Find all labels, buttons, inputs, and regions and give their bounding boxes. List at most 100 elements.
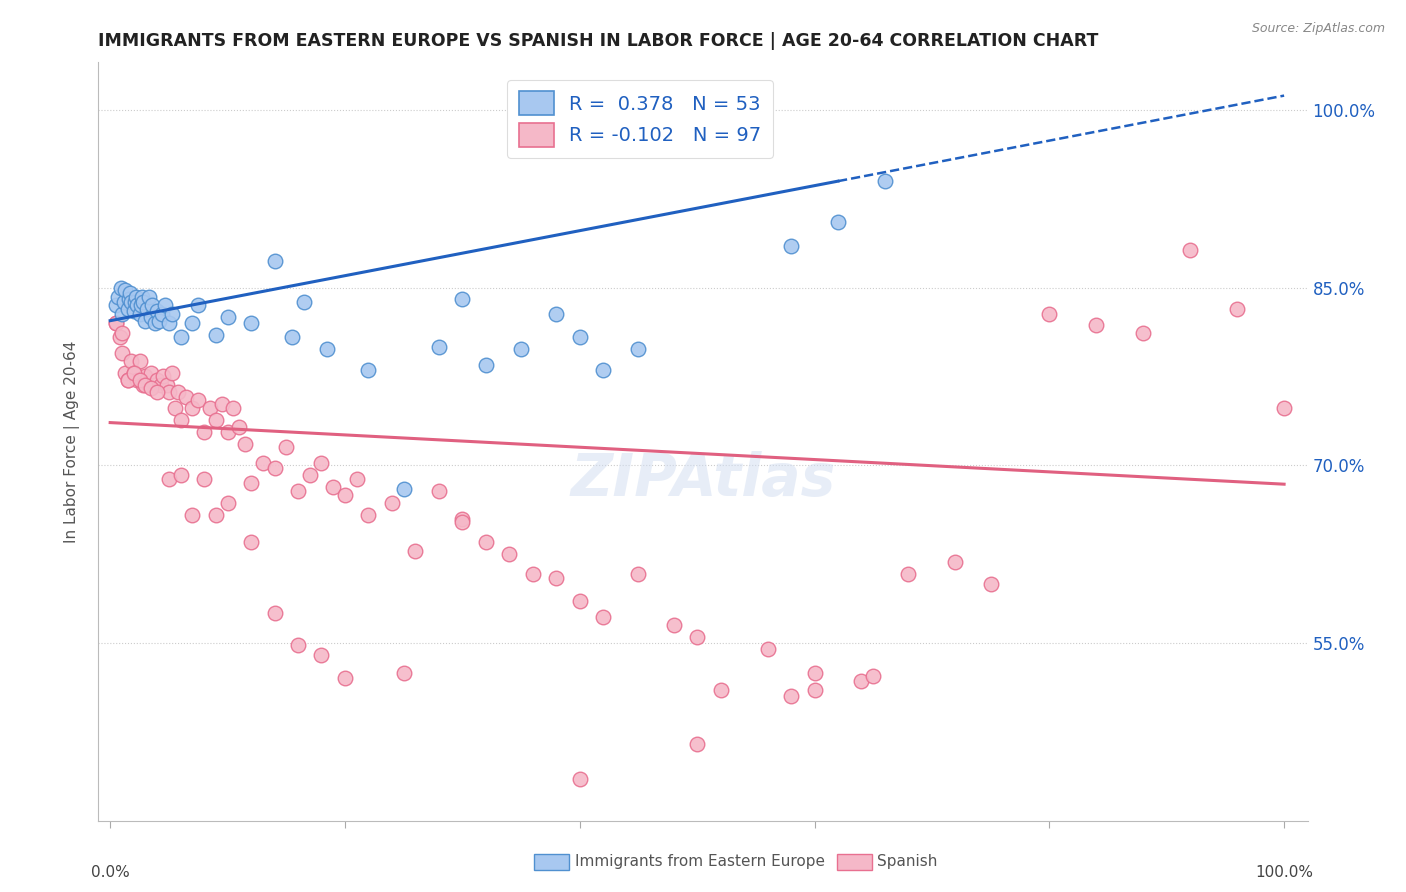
Point bbox=[756, 641, 779, 656]
Point bbox=[827, 215, 849, 229]
Point bbox=[128, 307, 150, 321]
Point bbox=[592, 610, 614, 624]
Point bbox=[117, 373, 139, 387]
Point bbox=[546, 307, 568, 321]
Point bbox=[392, 482, 415, 496]
Point bbox=[980, 576, 1002, 591]
Point bbox=[138, 377, 160, 392]
Point bbox=[217, 496, 239, 510]
Point bbox=[803, 683, 825, 698]
Point bbox=[427, 340, 450, 354]
Point bbox=[117, 301, 139, 316]
Point bbox=[1085, 318, 1108, 333]
Point bbox=[204, 413, 226, 427]
Point bbox=[157, 473, 180, 487]
Point bbox=[198, 401, 221, 416]
Point bbox=[127, 298, 149, 312]
Point bbox=[163, 401, 186, 416]
Point bbox=[897, 567, 920, 582]
Point bbox=[211, 396, 233, 410]
Point bbox=[346, 473, 368, 487]
Point bbox=[181, 508, 204, 522]
Point bbox=[780, 690, 803, 704]
Text: Immigrants from Eastern Europe: Immigrants from Eastern Europe bbox=[575, 855, 825, 869]
Point bbox=[873, 174, 896, 188]
Point bbox=[240, 316, 263, 330]
Point bbox=[125, 290, 148, 304]
Point bbox=[105, 316, 128, 330]
Point bbox=[311, 648, 333, 662]
Point bbox=[287, 484, 309, 499]
Point bbox=[546, 571, 568, 585]
Point bbox=[157, 384, 180, 399]
Point bbox=[592, 363, 614, 377]
Point bbox=[404, 543, 426, 558]
Point bbox=[131, 290, 153, 304]
Point bbox=[105, 316, 128, 330]
Point bbox=[134, 377, 156, 392]
Point bbox=[204, 508, 226, 522]
Point bbox=[138, 290, 160, 304]
Point bbox=[357, 363, 380, 377]
Point bbox=[135, 301, 157, 316]
Legend: R =  0.378   N = 53, R = -0.102   N = 97: R = 0.378 N = 53, R = -0.102 N = 97 bbox=[508, 79, 773, 158]
Point bbox=[568, 330, 591, 344]
Point bbox=[803, 665, 825, 680]
Point bbox=[111, 326, 134, 340]
Point bbox=[276, 441, 298, 455]
Point bbox=[128, 373, 150, 387]
Text: 100.0%: 100.0% bbox=[1256, 865, 1313, 880]
Point bbox=[150, 307, 173, 321]
Point bbox=[510, 342, 533, 356]
Text: ZIPAtlas: ZIPAtlas bbox=[571, 451, 835, 508]
Point bbox=[240, 535, 263, 549]
Point bbox=[146, 384, 169, 399]
Point bbox=[851, 673, 873, 688]
Point bbox=[627, 342, 650, 356]
Point bbox=[169, 330, 191, 344]
Point bbox=[281, 330, 304, 344]
Point bbox=[187, 393, 209, 408]
Point bbox=[298, 467, 321, 482]
Point bbox=[149, 377, 172, 392]
Point bbox=[1038, 307, 1060, 321]
Point bbox=[146, 373, 169, 387]
Point bbox=[498, 547, 520, 561]
Point bbox=[228, 420, 250, 434]
Point bbox=[222, 401, 245, 416]
Point bbox=[105, 298, 128, 312]
Text: Spanish: Spanish bbox=[877, 855, 938, 869]
Point bbox=[193, 425, 215, 439]
Point bbox=[117, 373, 139, 387]
Point bbox=[1272, 401, 1295, 416]
Point bbox=[292, 294, 315, 309]
Point bbox=[568, 594, 591, 608]
Point bbox=[662, 618, 685, 632]
Point bbox=[451, 511, 474, 525]
Point bbox=[311, 456, 333, 470]
Point bbox=[114, 283, 136, 297]
Point bbox=[127, 373, 149, 387]
Point bbox=[141, 381, 163, 395]
Point bbox=[686, 630, 709, 644]
Point bbox=[316, 342, 339, 356]
Point bbox=[124, 294, 146, 309]
Point bbox=[152, 369, 174, 384]
Point bbox=[233, 437, 256, 451]
Point bbox=[120, 286, 142, 301]
Point bbox=[686, 737, 709, 751]
Point bbox=[141, 298, 163, 312]
Point bbox=[141, 366, 163, 380]
Y-axis label: In Labor Force | Age 20-64: In Labor Force | Age 20-64 bbox=[63, 341, 80, 542]
Point bbox=[333, 672, 356, 686]
Point bbox=[568, 772, 591, 787]
Point bbox=[1226, 301, 1249, 316]
Point bbox=[112, 294, 135, 309]
Text: 0.0%: 0.0% bbox=[91, 865, 129, 880]
Point bbox=[204, 327, 226, 342]
Point bbox=[108, 330, 131, 344]
Point bbox=[155, 377, 177, 392]
Point bbox=[111, 307, 134, 321]
Point bbox=[217, 425, 239, 439]
Point bbox=[193, 473, 215, 487]
